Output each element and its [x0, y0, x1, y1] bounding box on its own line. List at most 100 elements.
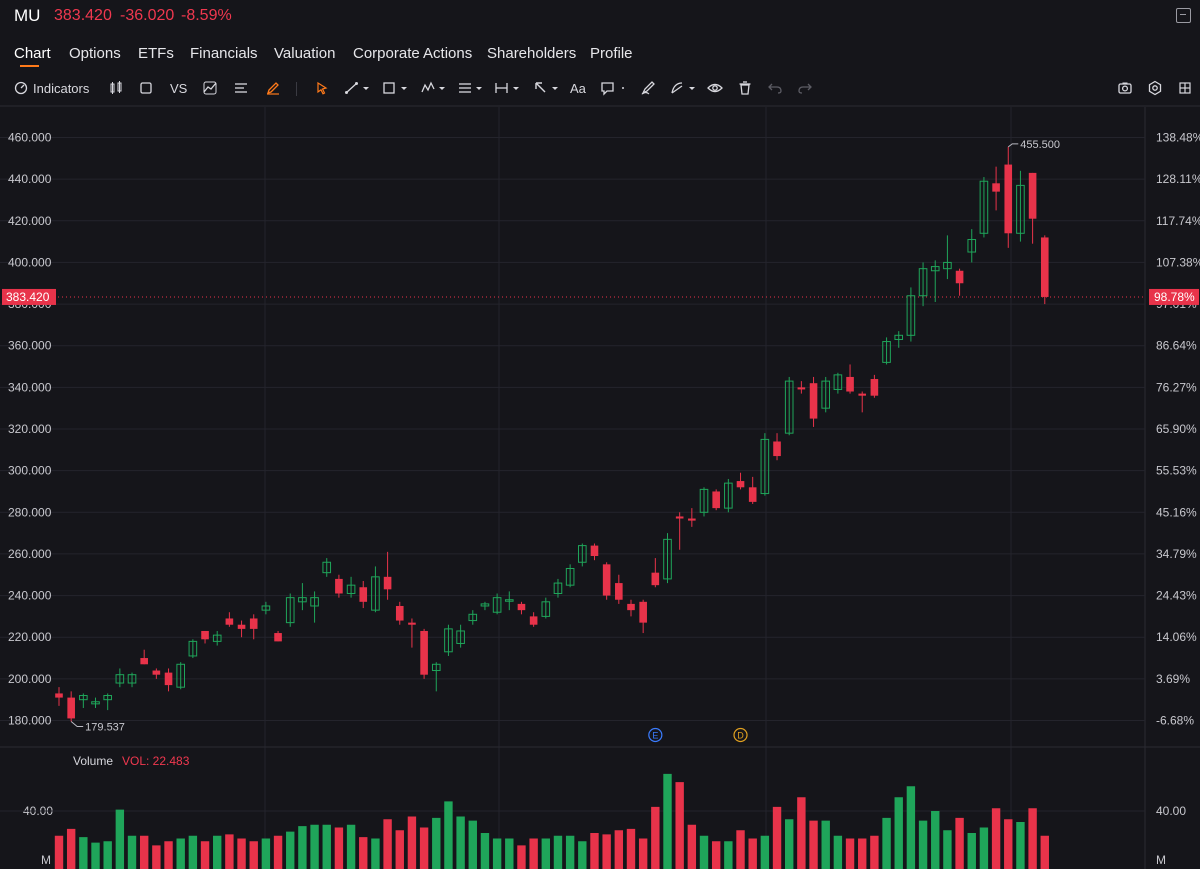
volume-label: Volume — [73, 754, 114, 768]
candle-body — [431, 663, 441, 672]
candle-body — [492, 597, 502, 613]
ticker-symbol: MU — [14, 6, 41, 25]
volume-bar — [456, 816, 465, 869]
tab-financials[interactable]: Financials — [190, 45, 258, 62]
candle — [784, 376, 794, 436]
measure-icon[interactable] — [494, 80, 520, 96]
candle-body — [894, 334, 904, 340]
price-tick-label: 260.000 — [8, 547, 52, 561]
candle — [152, 668, 161, 679]
tab-profile[interactable]: Profile — [590, 45, 633, 62]
undo-icon[interactable] — [767, 80, 783, 96]
redo-icon[interactable] — [797, 80, 813, 96]
arrow-icon[interactable] — [533, 80, 559, 96]
comment-icon[interactable] — [600, 80, 626, 96]
percent-tick-label: 107.38% — [1156, 255, 1200, 269]
candle — [1004, 146, 1013, 248]
volume-bar — [797, 797, 806, 869]
volume-axis: 40.00 40.00M M — [0, 804, 1186, 867]
tab-options[interactable]: Options — [69, 45, 121, 62]
candle — [55, 687, 63, 706]
candle-body — [967, 239, 977, 253]
volume-bar — [322, 824, 331, 869]
candle-body — [651, 572, 660, 586]
tab-corporate-actions[interactable]: Corporate Actions — [353, 45, 473, 62]
chart-toolbar: Indicators VS Aa — [0, 76, 1200, 100]
more-icon[interactable] — [1177, 80, 1193, 96]
volume-bar — [699, 835, 709, 869]
brush-icon[interactable] — [265, 80, 281, 96]
gann-icon[interactable] — [670, 80, 696, 96]
candle-body — [103, 695, 112, 701]
volume-bar — [614, 830, 624, 869]
volume-bar — [419, 827, 429, 869]
candle — [833, 372, 843, 394]
settings-icon[interactable] — [1147, 80, 1163, 96]
candle — [809, 376, 818, 427]
volume-bar — [359, 837, 368, 869]
active-tab-indicator — [20, 65, 39, 67]
candle-body — [371, 576, 380, 611]
tab-etfs[interactable]: ETFs — [138, 45, 174, 62]
trash-icon[interactable] — [737, 80, 753, 96]
indicators-button[interactable]: Indicators — [14, 80, 89, 96]
lines-icon[interactable] — [233, 80, 249, 96]
volume-bar — [200, 841, 210, 869]
compare-button[interactable]: VS — [170, 80, 188, 96]
candle — [261, 601, 271, 615]
candle-body — [225, 618, 234, 625]
tab-chart[interactable]: Chart — [14, 45, 51, 62]
trend-line-icon[interactable] — [344, 80, 370, 96]
candle-body — [274, 633, 282, 642]
candle — [918, 262, 928, 307]
shape-icon[interactable] — [382, 80, 408, 96]
candle-body — [140, 658, 148, 665]
volume-bar — [565, 835, 575, 869]
candle-body — [906, 295, 916, 336]
text-icon[interactable]: Aa — [570, 80, 586, 96]
pattern-icon[interactable] — [420, 80, 446, 96]
quote-header: MU 383.420 -36.020 -8.59% — [0, 0, 1200, 32]
volume-bar — [772, 806, 782, 869]
candle-type-icon[interactable] — [108, 80, 124, 96]
tab-bar: Chart Options ETFs Financials Valuation … — [0, 40, 1200, 70]
candle — [565, 564, 575, 588]
candle-body — [882, 341, 891, 363]
candle-body — [395, 605, 404, 621]
volume-bar — [91, 842, 100, 869]
candle — [492, 593, 502, 615]
volume-bar — [1040, 835, 1049, 869]
tab-valuation[interactable]: Valuation — [274, 45, 336, 62]
candle — [285, 593, 295, 627]
cursor-icon[interactable] — [314, 80, 330, 96]
candle-body — [748, 487, 757, 502]
volume-bar — [1016, 822, 1025, 869]
camera-icon[interactable] — [1117, 80, 1133, 96]
candle — [335, 574, 343, 598]
volume-bar — [711, 841, 721, 869]
candle — [748, 476, 757, 504]
high-marker-line — [1007, 143, 1019, 148]
candle — [699, 487, 709, 517]
candle-body — [408, 622, 416, 625]
tab-shareholders[interactable]: Shareholders — [487, 45, 577, 62]
candle — [870, 374, 879, 398]
candle — [140, 649, 148, 665]
candle — [712, 489, 720, 511]
pencil-icon[interactable] — [640, 80, 656, 96]
area-icon[interactable] — [202, 80, 218, 96]
low-label: 179.537 — [85, 721, 125, 733]
fib-icon[interactable] — [457, 80, 483, 96]
rectangle-icon[interactable] — [138, 80, 154, 96]
volume-bar — [979, 827, 989, 869]
price-tick-label: 440.000 — [8, 172, 52, 186]
volume-bar — [1028, 808, 1037, 869]
price-tick-label: 340.000 — [8, 380, 52, 394]
expand-icon[interactable] — [1176, 8, 1191, 23]
percent-tick-label: 76.27% — [1156, 380, 1197, 394]
candle — [992, 166, 1000, 211]
candle-body — [553, 582, 563, 594]
eye-icon[interactable] — [707, 80, 723, 96]
candle-body — [335, 578, 343, 594]
